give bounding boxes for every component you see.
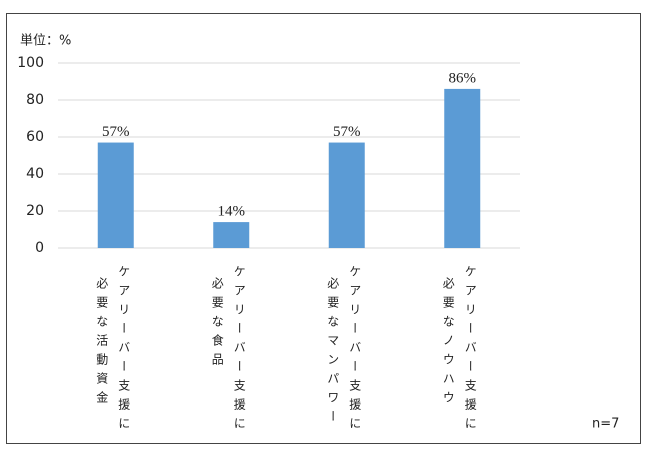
y-tick-label: 0 bbox=[35, 240, 44, 256]
bar bbox=[213, 222, 250, 248]
unit-label: 単位：% bbox=[20, 33, 71, 49]
y-tick-label: 40 bbox=[26, 166, 44, 182]
x-tick-label: 必要な活動資金 bbox=[95, 277, 109, 410]
bar bbox=[328, 142, 365, 248]
bar bbox=[444, 88, 481, 249]
x-tick-label: ケアリーバー支援に bbox=[463, 265, 477, 436]
x-tick-label: ケアリーバー支援に bbox=[348, 265, 362, 436]
value-label: 14% bbox=[218, 204, 246, 220]
x-tick-label: ケアリーバー支援に bbox=[117, 265, 131, 436]
y-tick-label: 60 bbox=[26, 129, 44, 145]
value-label: 57% bbox=[102, 124, 130, 140]
note: n=7 bbox=[592, 417, 619, 432]
x-tick-label: 必要なマンパワー bbox=[326, 277, 340, 429]
x-tick-label: 必要な食品 bbox=[210, 277, 224, 372]
value-label: 86% bbox=[449, 70, 477, 86]
y-tick-label: 100 bbox=[17, 55, 44, 71]
y-tick-label: 20 bbox=[26, 203, 44, 219]
x-tick-label: 必要なノウハウ bbox=[441, 277, 455, 410]
bar bbox=[97, 142, 134, 248]
x-tick-label: ケアリーバー支援に bbox=[232, 265, 246, 436]
frame bbox=[6, 13, 641, 444]
y-tick-label: 80 bbox=[26, 92, 44, 108]
value-label: 57% bbox=[333, 124, 361, 140]
